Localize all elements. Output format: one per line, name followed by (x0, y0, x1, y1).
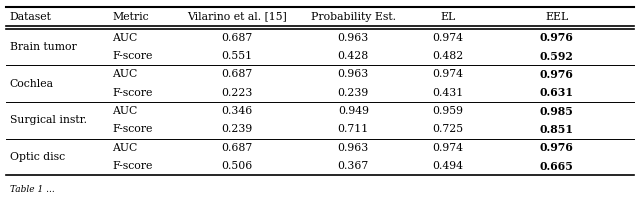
Text: 0.482: 0.482 (433, 51, 463, 61)
Text: 0.725: 0.725 (433, 124, 463, 134)
Text: Metric: Metric (112, 12, 148, 22)
Text: F-score: F-score (112, 124, 152, 134)
Text: 0.346: 0.346 (221, 106, 252, 116)
Text: 0.963: 0.963 (338, 69, 369, 80)
Text: 0.551: 0.551 (221, 51, 252, 61)
Text: Cochlea: Cochlea (10, 79, 54, 89)
Text: EL: EL (440, 12, 456, 22)
Text: 0.976: 0.976 (540, 142, 573, 153)
Text: AUC: AUC (112, 106, 137, 116)
Text: AUC: AUC (112, 143, 137, 153)
Text: 0.976: 0.976 (540, 32, 573, 43)
Text: 0.428: 0.428 (338, 51, 369, 61)
Text: 0.963: 0.963 (338, 143, 369, 153)
Text: Optic disc: Optic disc (10, 152, 65, 162)
Text: 0.631: 0.631 (540, 87, 574, 98)
Text: 0.687: 0.687 (221, 33, 252, 43)
Text: 0.974: 0.974 (433, 69, 463, 80)
Text: 0.494: 0.494 (433, 161, 463, 171)
Text: 0.431: 0.431 (433, 88, 463, 98)
Text: F-score: F-score (112, 51, 152, 61)
Text: 0.687: 0.687 (221, 143, 252, 153)
Text: 0.239: 0.239 (338, 88, 369, 98)
Text: 0.949: 0.949 (338, 106, 369, 116)
Text: 0.367: 0.367 (338, 161, 369, 171)
Text: 0.985: 0.985 (540, 106, 573, 117)
Text: 0.974: 0.974 (433, 33, 463, 43)
Text: F-score: F-score (112, 88, 152, 98)
Text: F-score: F-score (112, 161, 152, 171)
Text: 0.963: 0.963 (338, 33, 369, 43)
Text: 0.223: 0.223 (221, 88, 253, 98)
Text: Probability Est.: Probability Est. (311, 12, 396, 22)
Text: EEL: EEL (545, 12, 568, 22)
Text: 0.665: 0.665 (540, 161, 573, 172)
Text: Brain tumor: Brain tumor (10, 42, 76, 52)
Text: 0.711: 0.711 (338, 124, 369, 134)
Text: Table 1 ...: Table 1 ... (10, 185, 54, 194)
Text: AUC: AUC (112, 33, 137, 43)
Text: 0.974: 0.974 (433, 143, 463, 153)
Text: Dataset: Dataset (10, 12, 51, 22)
Text: 0.592: 0.592 (540, 51, 573, 62)
Text: 0.959: 0.959 (433, 106, 463, 116)
Text: Surgical instr.: Surgical instr. (10, 115, 86, 125)
Text: 0.851: 0.851 (540, 124, 574, 135)
Text: 0.506: 0.506 (221, 161, 252, 171)
Text: Vilarino et al. [15]: Vilarino et al. [15] (187, 12, 287, 22)
Text: 0.976: 0.976 (540, 69, 573, 80)
Text: AUC: AUC (112, 69, 137, 80)
Text: 0.239: 0.239 (221, 124, 252, 134)
Text: 0.687: 0.687 (221, 69, 252, 80)
